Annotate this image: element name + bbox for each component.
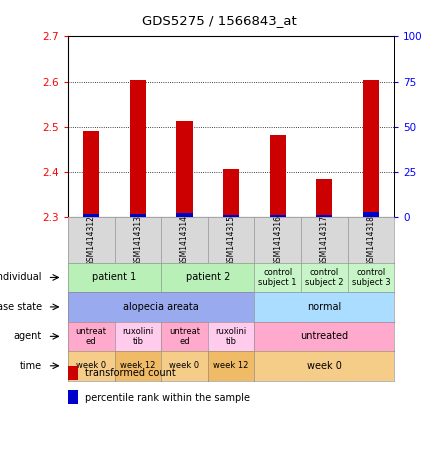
Text: disease state: disease state <box>0 302 42 312</box>
Text: ruxolini
tib: ruxolini tib <box>122 327 153 346</box>
Bar <box>223 169 239 217</box>
Text: GSM1414313: GSM1414313 <box>133 215 142 265</box>
Text: normal: normal <box>307 302 341 312</box>
Bar <box>363 80 379 217</box>
Bar <box>176 213 193 217</box>
Text: ruxolini
tib: ruxolini tib <box>215 327 247 346</box>
Bar <box>269 135 286 217</box>
Text: week 12: week 12 <box>213 361 249 370</box>
Bar <box>223 215 239 217</box>
Text: GSM1414312: GSM1414312 <box>87 215 95 265</box>
Text: control
subject 2: control subject 2 <box>305 268 343 287</box>
Text: control
subject 3: control subject 3 <box>352 268 390 287</box>
Text: week 0: week 0 <box>307 361 342 371</box>
Bar <box>83 214 99 217</box>
Text: GSM1414317: GSM1414317 <box>320 215 329 265</box>
Text: transformed count: transformed count <box>85 368 176 378</box>
Bar <box>68 366 78 380</box>
Text: alopecia areata: alopecia areata <box>123 302 199 312</box>
Text: week 0: week 0 <box>170 361 199 370</box>
Text: time: time <box>20 361 42 371</box>
Bar <box>269 215 286 217</box>
Text: patient 2: patient 2 <box>186 272 230 283</box>
Bar <box>316 215 332 217</box>
Text: GSM1414315: GSM1414315 <box>226 215 236 265</box>
Bar <box>68 390 78 404</box>
Text: individual: individual <box>0 272 42 283</box>
Text: patient 1: patient 1 <box>92 272 137 283</box>
Text: control
subject 1: control subject 1 <box>258 268 297 287</box>
Text: GSM1414316: GSM1414316 <box>273 215 282 265</box>
Text: GDS5275 / 1566843_at: GDS5275 / 1566843_at <box>141 14 297 27</box>
Text: GSM1414314: GSM1414314 <box>180 215 189 265</box>
Text: week 0: week 0 <box>76 361 106 370</box>
Text: untreat
ed: untreat ed <box>169 327 200 346</box>
Text: GSM1414318: GSM1414318 <box>367 215 375 265</box>
Text: agent: agent <box>14 331 42 342</box>
Bar <box>176 121 193 217</box>
Bar <box>130 80 146 217</box>
Bar <box>316 179 332 217</box>
Bar <box>130 214 146 217</box>
Text: week 12: week 12 <box>120 361 155 370</box>
Text: untreat
ed: untreat ed <box>76 327 107 346</box>
Bar <box>83 131 99 217</box>
Text: untreated: untreated <box>300 331 348 342</box>
Text: percentile rank within the sample: percentile rank within the sample <box>85 393 250 403</box>
Bar <box>363 212 379 217</box>
